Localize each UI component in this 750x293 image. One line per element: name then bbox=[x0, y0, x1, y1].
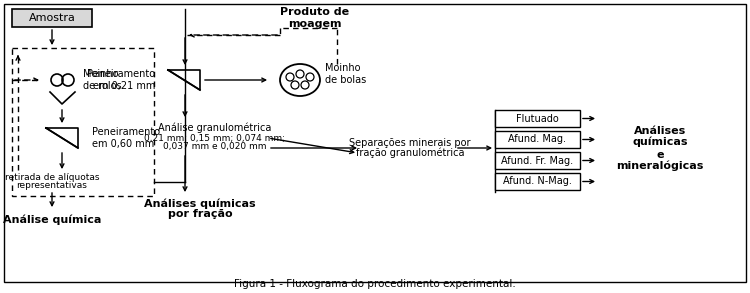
Text: Separações minerais por: Separações minerais por bbox=[350, 138, 471, 148]
Text: Análises: Análises bbox=[634, 126, 686, 136]
Text: Afund. Fr. Mag.: Afund. Fr. Mag. bbox=[502, 156, 574, 166]
Text: Figura 1 - Fluxograma do procedimento experimental.: Figura 1 - Fluxograma do procedimento ex… bbox=[234, 279, 516, 289]
Text: Afund. Mag.: Afund. Mag. bbox=[509, 134, 566, 144]
Text: 0,21 mm; 0,15 mm; 0,074 mm;: 0,21 mm; 0,15 mm; 0,074 mm; bbox=[145, 134, 286, 142]
Text: Afund. N-Mag.: Afund. N-Mag. bbox=[503, 176, 572, 187]
Text: Peneiramento
em 0,21 mm: Peneiramento em 0,21 mm bbox=[87, 69, 155, 91]
Text: Amostra: Amostra bbox=[28, 13, 76, 23]
Text: químicas: químicas bbox=[632, 137, 688, 147]
Bar bbox=[495, 173, 580, 190]
Text: Flutuado: Flutuado bbox=[516, 113, 559, 124]
Text: fração granulométrica: fração granulométrica bbox=[356, 148, 464, 158]
Text: mineralógicas: mineralógicas bbox=[616, 161, 704, 171]
Bar bbox=[495, 152, 580, 169]
Bar bbox=[495, 131, 580, 148]
Text: Peneiramento
em 0,60 mm: Peneiramento em 0,60 mm bbox=[92, 127, 160, 149]
Bar bbox=[12, 9, 92, 27]
Text: Moinho
de bolas: Moinho de bolas bbox=[325, 63, 366, 85]
Text: Análises químicas: Análises químicas bbox=[144, 199, 256, 209]
Text: Análise granulométrica: Análise granulométrica bbox=[158, 123, 272, 133]
Text: retirada de alíquotas: retirada de alíquotas bbox=[4, 173, 99, 183]
Text: 0,037 mm e 0,020 mm: 0,037 mm e 0,020 mm bbox=[164, 142, 267, 151]
Bar bbox=[495, 110, 580, 127]
Text: por fração: por fração bbox=[168, 209, 232, 219]
Bar bbox=[12, 48, 154, 196]
Text: Análise química: Análise química bbox=[3, 215, 101, 225]
Text: e: e bbox=[656, 150, 664, 160]
Text: Produto de
moagem: Produto de moagem bbox=[280, 7, 350, 29]
Text: representativas: representativas bbox=[16, 181, 88, 190]
Text: Moinho
de rolos: Moinho de rolos bbox=[83, 69, 122, 91]
